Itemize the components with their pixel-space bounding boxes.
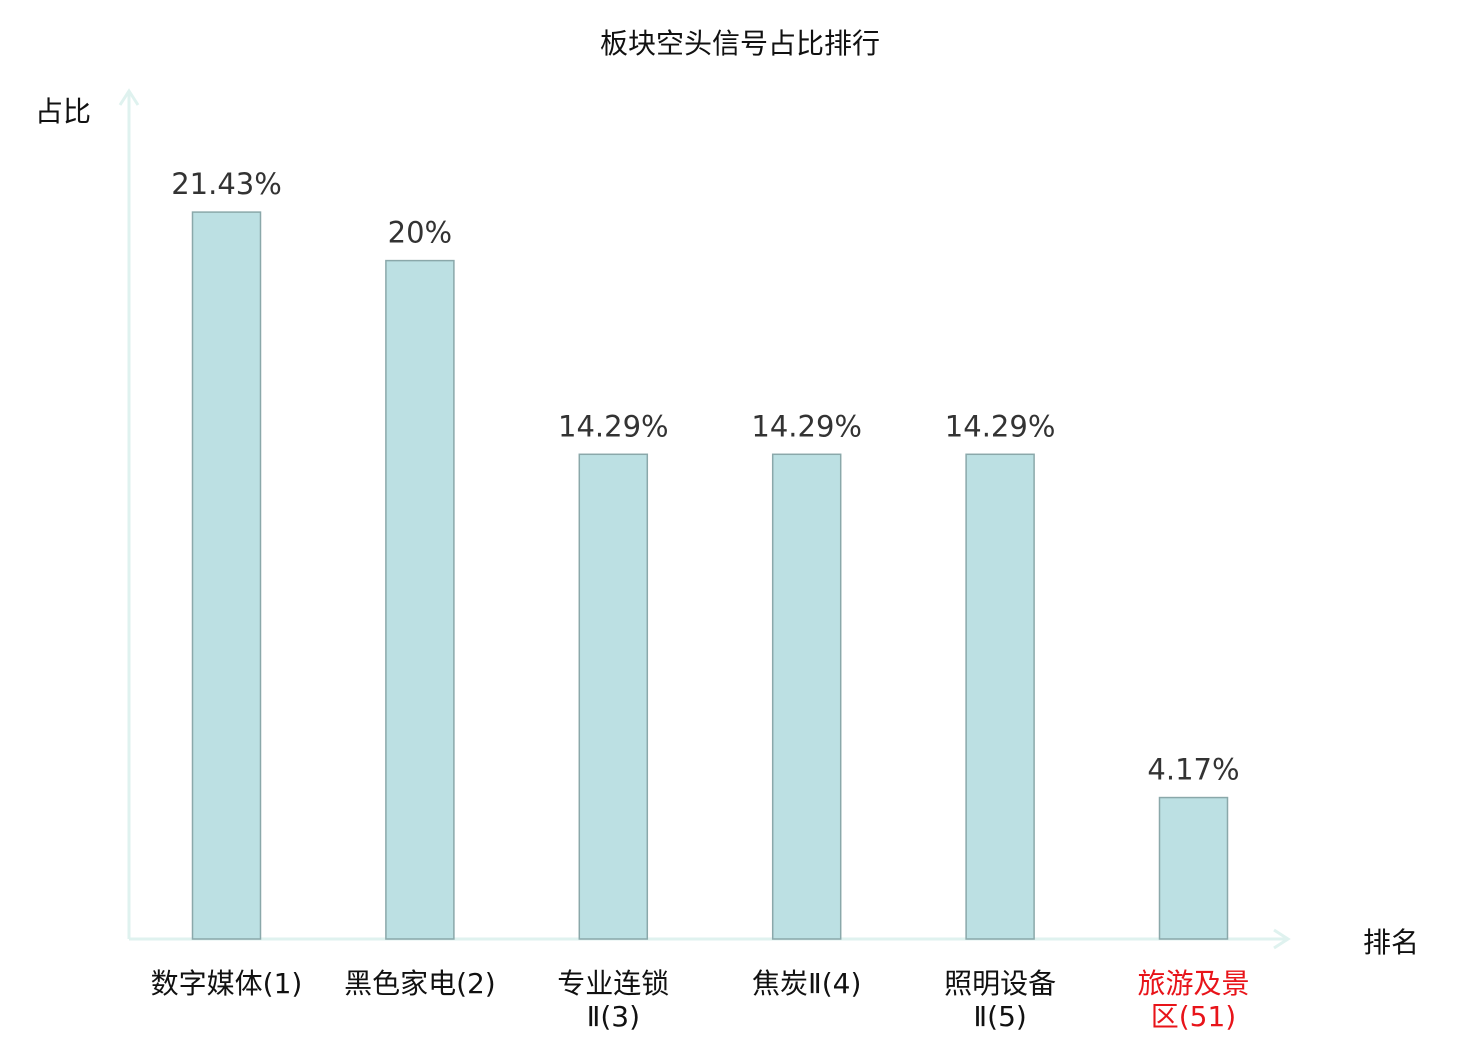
data-label: 14.29% [558, 409, 669, 443]
x-tick-label: 专业连锁 [557, 967, 669, 1000]
x-axis-label: 排名 [1363, 926, 1419, 959]
x-tick-label: 黑色家电(2) [344, 967, 496, 1000]
x-axis-arrow-icon [1273, 928, 1291, 950]
x-tick-label: 照明设备 [944, 967, 1056, 1000]
bar [1158, 796, 1229, 940]
x-tick-label: 数字媒体(1) [151, 967, 303, 1000]
bar [191, 211, 262, 940]
data-label: 14.29% [751, 409, 862, 443]
y-axis-arrow-icon [118, 88, 140, 106]
data-label: 4.17% [1147, 753, 1239, 787]
bar [385, 259, 455, 940]
x-tick-label: Ⅱ(5) [973, 1000, 1026, 1033]
bar [771, 453, 842, 940]
x-tick-label: Ⅱ(3) [587, 1000, 640, 1033]
bar [578, 453, 649, 940]
bars [191, 211, 1229, 940]
x-tick-label: 旅游及景 [1137, 967, 1249, 1000]
data-label: 21.43% [171, 167, 282, 201]
y-axis-label: 占比 [35, 95, 91, 128]
axes [118, 88, 1291, 950]
bar [965, 453, 1035, 940]
data-label: 20% [388, 216, 452, 250]
data-labels: 21.43% 20% 14.29% 14.29% 14.29% 4.17% [171, 167, 1239, 786]
x-tick-label: 区(51) [1151, 1000, 1236, 1033]
chart-title: 板块空头信号占比排行 [600, 27, 880, 60]
x-tick-label: 焦炭Ⅱ(4) [752, 967, 861, 1000]
data-label: 14.29% [945, 409, 1056, 443]
